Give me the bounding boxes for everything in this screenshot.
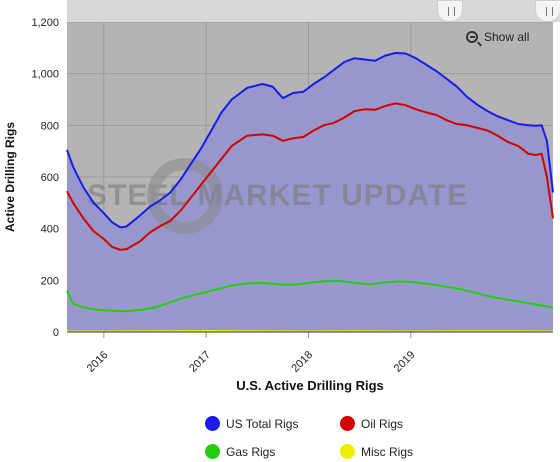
show-all-label: Show all [484, 30, 530, 44]
zoom-out-icon [466, 31, 478, 43]
navigator-bar[interactable] [67, 0, 560, 22]
x-tick-label: 2018 [289, 349, 315, 375]
legend-item-gas[interactable]: Gas Rigs [205, 444, 275, 459]
x-axis-ticks: 2016 2017 2018 2019 [85, 349, 418, 375]
legend-swatch-misc [340, 444, 355, 459]
legend-label: Oil Rigs [361, 416, 404, 431]
y-tick-label: 600 [41, 172, 59, 184]
y-tick-label: 1,000 [31, 69, 59, 81]
legend-swatch-us-total [205, 416, 220, 431]
series-line-us-total-rigs [66, 52, 554, 229]
series-line-misc-rigs [67, 330, 554, 333]
series-line-gas-rigs [66, 279, 554, 313]
watermark-ring-icon [147, 158, 223, 234]
legend-item-oil[interactable]: Oil Rigs [340, 416, 403, 431]
legend: US Total Rigs Oil Rigs Gas Rigs Misc Rig… [205, 412, 465, 462]
x-tick-label: 2016 [85, 349, 111, 375]
legend-label: US Total Rigs [226, 416, 299, 431]
y-tick-label: 1,200 [31, 17, 59, 29]
legend-swatch-oil [340, 416, 355, 431]
y-tick-label: 800 [41, 120, 59, 132]
legend-swatch-gas [205, 444, 220, 459]
y-axis-ticks: 0 200 400 600 800 1,000 1,200 [31, 17, 59, 339]
x-tick-label: 2019 [392, 349, 418, 375]
legend-item-misc[interactable]: Misc Rigs [340, 444, 413, 459]
y-tick-label: 200 [41, 275, 59, 287]
legend-label: Misc Rigs [361, 444, 414, 459]
y-tick-label: 400 [41, 224, 59, 236]
legend-item-us-total[interactable]: US Total Rigs [205, 416, 298, 431]
y-axis-label: Active Drilling Rigs [3, 122, 17, 232]
total-rigs-area [67, 53, 553, 332]
show-all-button[interactable]: Show all [466, 30, 529, 44]
range-handle-right[interactable] [535, 0, 560, 22]
range-handle-left[interactable] [437, 0, 463, 22]
series-line-oil-rigs [66, 102, 554, 251]
x-tick-label: 2017 [187, 349, 213, 375]
legend-label: Gas Rigs [226, 444, 276, 459]
x-axis-label: U.S. Active Drilling Rigs [236, 378, 384, 393]
watermark-text: STEEL MARKET UPDATE [87, 179, 468, 212]
y-tick-label: 0 [53, 327, 59, 339]
